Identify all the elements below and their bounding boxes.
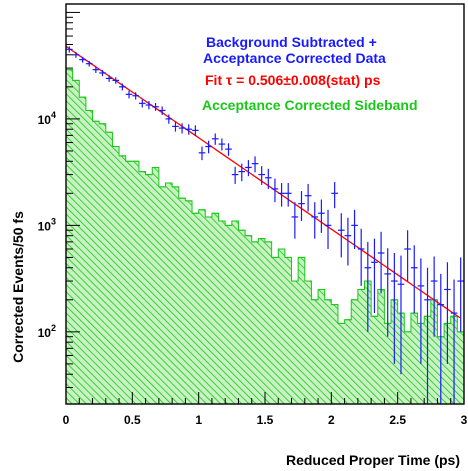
data-point	[198, 146, 206, 161]
data-point	[278, 183, 285, 207]
x-axis-title: Reduced Proper Time (ps)	[286, 452, 460, 468]
legend-entry-fit: Fit τ = 0.506±0.008(stat) ps	[205, 72, 381, 88]
data-point	[125, 90, 133, 99]
data-point	[284, 183, 292, 207]
data-point	[238, 163, 246, 182]
y-axis-title: Corrected Events/50 fs	[10, 211, 26, 363]
data-point	[331, 182, 338, 209]
data-point	[384, 248, 392, 337]
data-point	[251, 156, 259, 173]
y-tick-label: 103	[38, 216, 56, 233]
data-point	[192, 125, 199, 137]
x-tick-label: 3	[461, 413, 468, 427]
data-point	[424, 267, 431, 404]
data-point	[410, 245, 418, 314]
legend-entry-data-line1: Background Subtracted +	[206, 34, 377, 50]
legend: Background Subtracted + Acceptance Corre…	[202, 34, 418, 113]
data-point	[351, 209, 358, 249]
data-point	[397, 255, 405, 375]
data-point	[377, 231, 385, 294]
x-tick-label: 0	[63, 413, 70, 427]
data-point	[337, 213, 345, 258]
data-point	[311, 202, 319, 239]
data-point	[364, 241, 372, 332]
data-point	[138, 99, 146, 108]
legend-entry-sideband: Acceptance Corrected Sideband	[202, 97, 418, 113]
data-point	[112, 77, 120, 84]
data-point	[324, 209, 332, 249]
data-point	[178, 123, 186, 134]
data-point	[245, 160, 252, 177]
data-point	[225, 143, 232, 156]
data-point	[271, 178, 279, 203]
x-tick-label: 2	[328, 413, 335, 427]
data-point	[66, 46, 73, 53]
data-point	[450, 279, 458, 404]
data-points	[66, 46, 464, 404]
data-point	[457, 257, 464, 332]
data-point	[371, 238, 378, 314]
data-point	[205, 140, 212, 154]
data-point	[211, 133, 219, 145]
data-point	[152, 103, 159, 111]
data-point	[318, 199, 325, 233]
y-tick-label: 104	[38, 110, 56, 127]
data-point	[79, 56, 86, 63]
x-tick-label: 1	[195, 413, 202, 427]
data-point	[430, 256, 438, 337]
data-point	[291, 202, 299, 239]
data-point	[417, 258, 425, 364]
data-point	[172, 121, 179, 132]
data-point	[437, 273, 445, 404]
data-point	[165, 114, 173, 124]
data-point	[218, 138, 226, 151]
data-point	[357, 228, 365, 286]
legend-entry-data-line2: Acceptance Corrected Data	[203, 50, 386, 66]
data-point	[132, 92, 139, 100]
data-point	[145, 101, 153, 110]
x-tick-label: 1.5	[257, 413, 274, 427]
y-tick-label: 102	[38, 323, 56, 340]
y-axis: 102 103 104	[38, 11, 80, 389]
x-tick-label: 0.5	[124, 413, 141, 427]
data-point	[265, 168, 272, 189]
data-point	[344, 217, 352, 266]
data-point	[85, 60, 93, 67]
data-point	[444, 262, 451, 364]
data-point	[185, 124, 193, 135]
data-point	[391, 253, 398, 364]
data-point	[158, 106, 166, 115]
x-tick-label: 2.5	[389, 413, 406, 427]
data-point	[105, 75, 113, 82]
data-point	[231, 166, 239, 184]
data-point	[92, 66, 100, 73]
x-axis: 0 0.5 1 1.5 2 2.5 3	[63, 392, 468, 427]
data-point	[304, 183, 312, 212]
data-point	[99, 69, 106, 77]
data-point	[72, 51, 80, 58]
data-point	[119, 83, 126, 91]
data-point	[258, 166, 265, 185]
data-point	[404, 230, 411, 282]
data-point	[298, 191, 305, 221]
